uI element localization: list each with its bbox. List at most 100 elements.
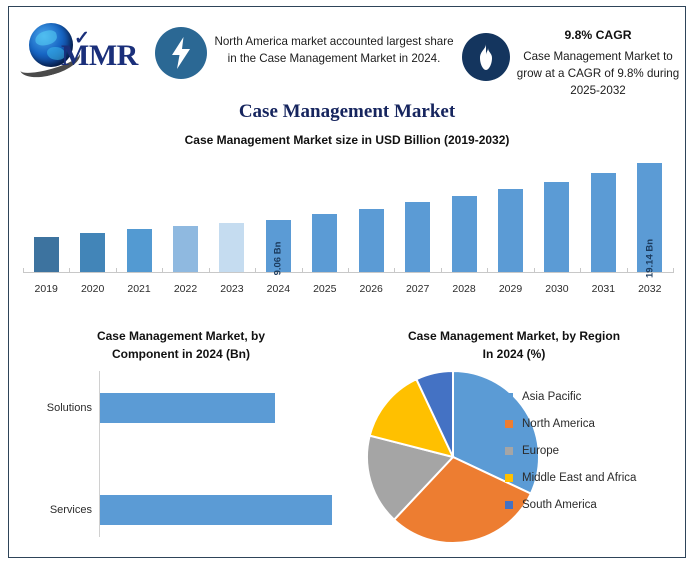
bar-rect bbox=[33, 237, 59, 272]
pie-title-line1: Case Management Market, by Region bbox=[407, 329, 621, 343]
lightning-bolt-icon bbox=[155, 27, 207, 79]
page-title: Case Management Market bbox=[238, 101, 456, 122]
bar-2032: 19.14 Bn bbox=[637, 152, 663, 278]
legend-swatch bbox=[505, 500, 513, 509]
bar-rect bbox=[358, 209, 384, 272]
bar-rect bbox=[405, 202, 431, 272]
component-label-services: Services bbox=[49, 504, 92, 516]
axis-tick bbox=[348, 268, 349, 273]
bar-2019 bbox=[33, 152, 59, 272]
axis-tick bbox=[580, 268, 582, 273]
x-tick-label-2019: 2019 bbox=[34, 283, 58, 295]
axis-tick bbox=[487, 268, 489, 273]
bar-2031 bbox=[590, 152, 616, 272]
axis-tick bbox=[255, 268, 257, 273]
bar-2024: 9.06 Bn bbox=[265, 152, 291, 275]
north-america-note: North America market accounted largest s… bbox=[214, 35, 454, 65]
legend-item-europe: Europe bbox=[505, 437, 683, 464]
bar-2022 bbox=[173, 152, 198, 272]
bar-rect bbox=[451, 196, 477, 272]
checkmark-icon: ✓ bbox=[74, 28, 90, 49]
bar-2030 bbox=[544, 152, 570, 272]
bar-rect bbox=[544, 182, 570, 272]
x-tick-label-2028: 2028 bbox=[452, 283, 476, 295]
axis-tick bbox=[673, 268, 674, 273]
axis-tick bbox=[440, 268, 442, 273]
axis-tick bbox=[23, 268, 24, 273]
legend-swatch bbox=[505, 419, 513, 428]
x-tick-label-2029: 2029 bbox=[498, 283, 523, 295]
globe-icon bbox=[29, 23, 73, 67]
pie-slice-asia-pacific bbox=[452, 369, 541, 495]
bar-rect bbox=[126, 229, 152, 272]
bar-rect bbox=[80, 233, 106, 272]
pie-legend: Asia Pacific North America Europe Middle Ea… bbox=[505, 383, 683, 518]
region-pie-chart: Case Management Market, by Region In 202… bbox=[353, 327, 687, 553]
pie-slice-middle-east-and-africa bbox=[368, 377, 455, 459]
bar-rect bbox=[312, 214, 338, 272]
cagr-callout: 9.8% CAGR Case Management Market to grow… bbox=[514, 27, 682, 99]
bar-2021 bbox=[126, 152, 152, 272]
component-bar-chart: Case Management Market, by Component in … bbox=[23, 327, 353, 553]
legend-item-asia-pacific: Asia Pacific bbox=[505, 383, 683, 410]
legend-item-middle-east-and-africa: Middle East and Africa bbox=[505, 464, 683, 491]
bar-2023 bbox=[219, 152, 245, 272]
axis-tick bbox=[69, 268, 71, 273]
legend-label: Europe bbox=[522, 444, 560, 457]
legend-label: Asia Pacific bbox=[522, 390, 582, 403]
axis-tick bbox=[208, 268, 210, 273]
legend-item-south-america: South America bbox=[505, 491, 683, 518]
bar-2020 bbox=[80, 152, 106, 272]
header: ✓ MMR North America market accounted lar… bbox=[9, 7, 685, 99]
market-size-bar-chart: 9.06 Bn 19.14 Bn 2019 2020 2021 2022 2023 2024… bbox=[23, 152, 674, 299]
bar-rect: 19.14 Bn bbox=[637, 163, 663, 278]
bar-value-label: 19.14 Bn bbox=[644, 238, 656, 279]
x-tick-label-2020: 2020 bbox=[80, 283, 105, 295]
pie-slice-south-america bbox=[415, 369, 454, 458]
bar-2029 bbox=[498, 152, 523, 272]
legend-label: North America bbox=[522, 417, 595, 430]
x-tick-label-2021: 2021 bbox=[127, 283, 151, 295]
pie-slice-europe bbox=[366, 434, 455, 522]
pie-title-line2: In 2024 (%) bbox=[482, 347, 546, 361]
x-tick-label-2022: 2022 bbox=[173, 283, 198, 295]
bar-plot-area: 9.06 Bn 19.14 Bn bbox=[23, 152, 673, 278]
legend-item-north-america: North America bbox=[505, 410, 683, 437]
x-tick-label-2032: 2032 bbox=[638, 283, 662, 295]
x-tick-label-2027: 2027 bbox=[405, 283, 430, 295]
axis-tick bbox=[162, 268, 164, 273]
flame-icon bbox=[462, 33, 510, 81]
x-tick-label-2023: 2023 bbox=[220, 283, 244, 295]
bar-2027 bbox=[405, 152, 431, 272]
cagr-note: Case Management Market to grow at a CAGR… bbox=[516, 50, 680, 97]
bar-rect: 9.06 Bn bbox=[265, 220, 291, 275]
component-plot-area: Solutions Services bbox=[47, 371, 345, 537]
legend-swatch bbox=[505, 473, 513, 482]
cagr-headline: 9.8% CAGR bbox=[564, 28, 632, 42]
bar-rect bbox=[590, 173, 616, 272]
legend-swatch bbox=[505, 446, 513, 455]
bar-chart-title: Case Management Market size in USD Billi… bbox=[184, 133, 510, 147]
component-title-line1: Case Management Market, by bbox=[96, 329, 266, 343]
axis-tick bbox=[394, 268, 396, 273]
component-bar-services: Services bbox=[50, 495, 332, 525]
brand-name: MMR bbox=[61, 39, 138, 72]
legend-label: South America bbox=[522, 498, 597, 511]
x-tick-label-2031: 2031 bbox=[591, 283, 616, 295]
pie-slice-north-america bbox=[392, 455, 533, 544]
x-tick-label-2024: 2024 bbox=[266, 283, 291, 295]
axis-tick bbox=[626, 268, 628, 273]
bar-rect bbox=[173, 226, 198, 272]
component-chart-title: Case Management Market, by Component in … bbox=[31, 327, 331, 363]
infographic-poster: ✓ MMR North America market accounted lar… bbox=[8, 6, 686, 558]
bar-value-label: 9.06 Bn bbox=[272, 241, 284, 276]
axis-tick bbox=[115, 268, 117, 273]
bar-rect bbox=[498, 189, 523, 272]
x-tick-label-2025: 2025 bbox=[313, 283, 337, 295]
legend-label: Middle East and Africa bbox=[522, 471, 637, 484]
x-tick-label-2026: 2026 bbox=[359, 283, 383, 295]
axis-tick bbox=[301, 268, 303, 273]
component-bar-solutions: Solutions bbox=[47, 393, 275, 423]
legend-swatch bbox=[505, 392, 513, 401]
pie-chart-title: Case Management Market, by Region In 202… bbox=[359, 327, 669, 363]
